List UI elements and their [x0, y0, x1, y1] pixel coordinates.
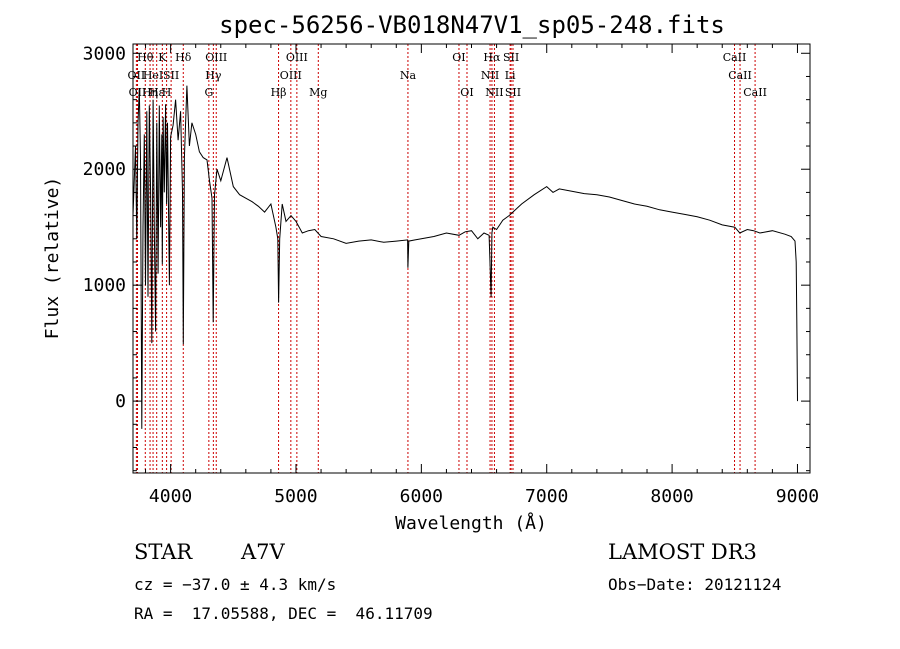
x-tick-label: 6000	[400, 486, 443, 507]
x-axis: 4000 5000 6000 7000 8000 9000	[145, 44, 819, 507]
y-tick-label: 2000	[83, 159, 126, 180]
spectrum-line	[132, 85, 798, 429]
line-label: K	[158, 51, 167, 64]
y-tick-label: 0	[115, 391, 126, 412]
line-label: CaII	[743, 86, 767, 99]
line-label: Hθ	[137, 51, 154, 64]
line-label: G	[204, 86, 213, 99]
y-tick-label: 3000	[83, 43, 126, 64]
line-label: Li	[505, 69, 516, 82]
line-label: OII	[128, 69, 146, 82]
line-label: Mg	[309, 86, 327, 99]
line-label: SII	[505, 86, 521, 99]
line-label: OI	[460, 86, 473, 99]
plot-frame	[132, 43, 811, 474]
object-class: STAR	[134, 540, 193, 564]
chart-title: spec-56256-VB018N47V1_sp05-248.fits	[219, 11, 725, 39]
line-label: CaII	[728, 69, 752, 82]
line-label: CaII	[723, 51, 747, 64]
line-label: Hη	[142, 86, 158, 99]
x-tick-label: 5000	[274, 486, 317, 507]
line-label: OIII	[280, 69, 302, 82]
line-label: Na	[400, 69, 417, 82]
line-label: Hε	[149, 86, 165, 99]
x-tick-label: 8000	[650, 486, 693, 507]
coordinates-readout: RA = 17.05588, DEC = 46.11709	[134, 604, 433, 623]
survey-label: LAMOST DR3	[608, 540, 757, 564]
line-label: H	[162, 86, 172, 99]
line-label: OIII	[205, 51, 227, 64]
line-label: Hγ	[205, 69, 222, 82]
y-axis-label: Flux (relative)	[42, 177, 63, 340]
redshift-readout: cz = −37.0 ± 4.3 km/s	[134, 575, 337, 594]
x-tick-label: 9000	[776, 486, 819, 507]
line-label: SII	[503, 51, 519, 64]
line-label: HeI	[143, 69, 163, 82]
line-label: SII	[163, 69, 179, 82]
object-subclass: A7V	[241, 540, 285, 564]
line-label: OIII	[286, 51, 308, 64]
line-label: NII	[481, 69, 499, 82]
x-tick-label: 4000	[149, 486, 192, 507]
obs-date-readout: Obs−Date: 20121124	[608, 575, 782, 594]
line-labels: OIIOIIHθHηHeIHεKHSIIHδGHγOIIIHβOIIIOIIIM…	[128, 51, 767, 99]
y-axis: 0 1000 2000 3000	[83, 43, 810, 472]
line-label: Hδ	[175, 51, 192, 64]
y-tick-label: 1000	[83, 275, 126, 296]
line-label: Hβ	[271, 86, 287, 99]
line-label: Hα	[483, 51, 501, 64]
line-label: OI	[452, 51, 465, 64]
x-axis-label: Wavelength (Å)	[395, 512, 547, 534]
x-tick-label: 7000	[525, 486, 568, 507]
line-label: NII	[485, 86, 503, 99]
line-markers	[135, 44, 756, 473]
